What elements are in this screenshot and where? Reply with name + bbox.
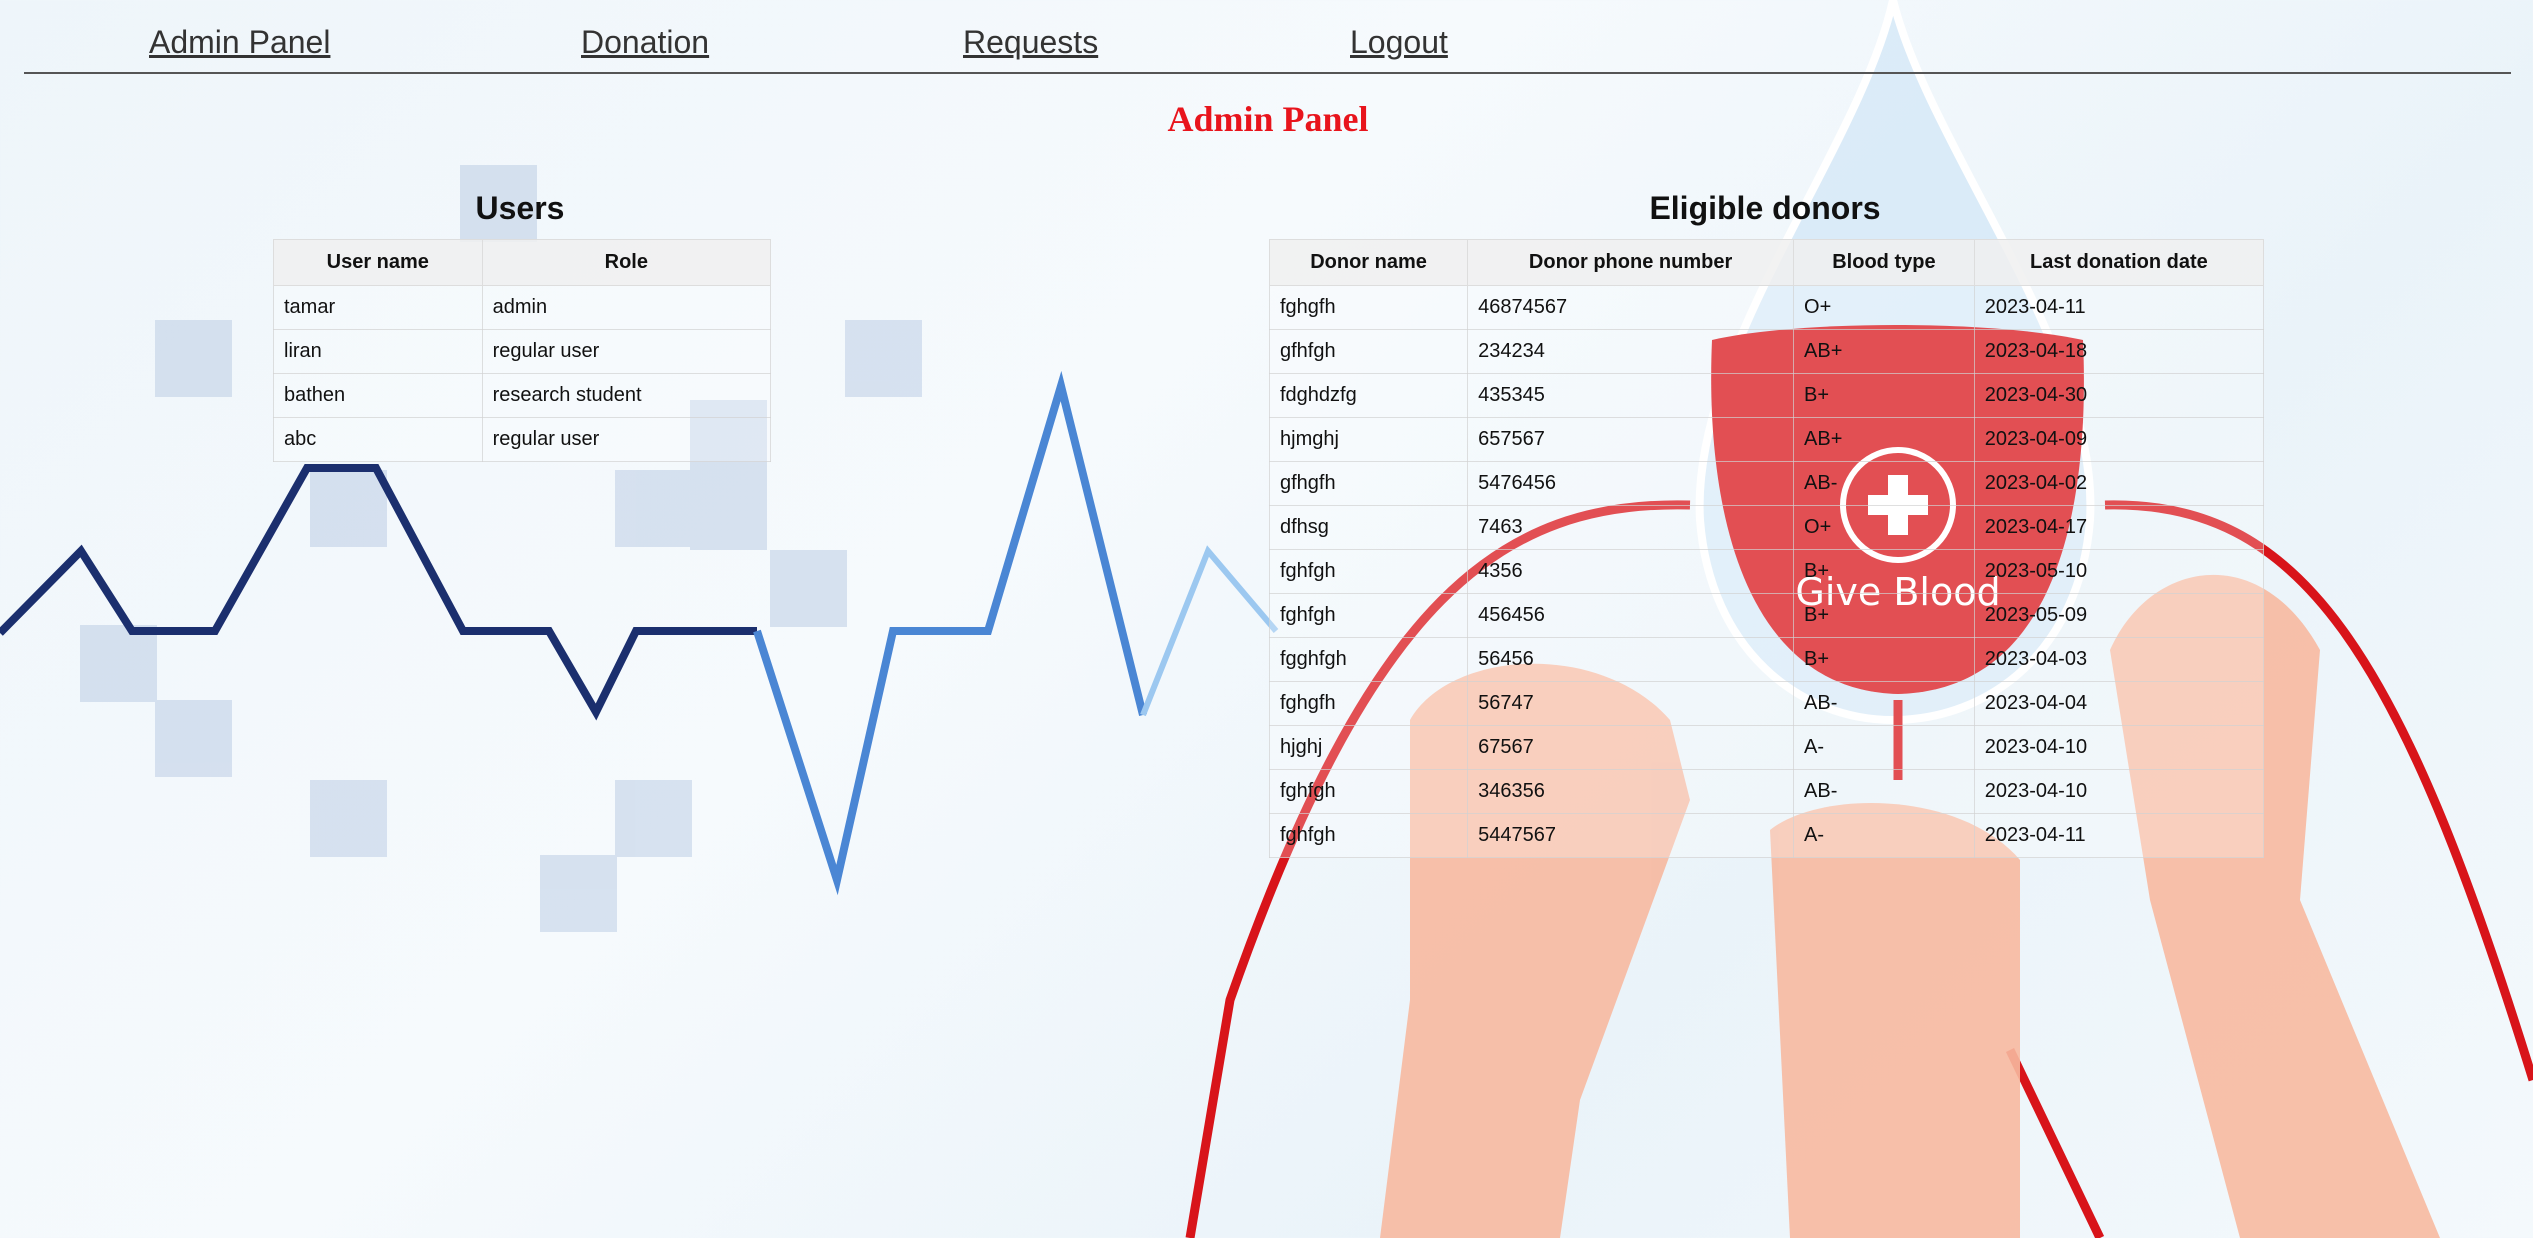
page-title: Admin Panel (1167, 99, 1369, 139)
table-cell: 4356 (1467, 549, 1795, 594)
table-cell: 2023-04-03 (1973, 637, 2265, 682)
table-row: fghfgh 346356 AB- 2023-04-10 (1268, 769, 2265, 814)
table-cell: fghgfh (1268, 285, 1469, 330)
column-header: Last donation date (1973, 239, 2265, 286)
nav-link[interactable]: Logout (1350, 24, 1448, 60)
table-cell: 2023-04-10 (1973, 725, 2265, 770)
table-cell: 2023-04-11 (1973, 813, 2265, 858)
header-row: User name Role (273, 239, 772, 286)
table-cell: 2023-04-04 (1973, 681, 2265, 726)
table-cell: 2023-04-30 (1973, 373, 2265, 418)
table-row: fghgfh 56747 AB- 2023-04-04 (1268, 681, 2265, 726)
nav-divider (24, 72, 2511, 74)
table-row: bathen research student (273, 373, 772, 418)
table-cell: abc (273, 417, 483, 462)
table-cell: 5476456 (1467, 461, 1795, 506)
table-cell: 46874567 (1467, 285, 1795, 330)
table-row: fghfgh 5447567 A- 2023-04-11 (1268, 813, 2265, 858)
table-cell: B+ (1793, 593, 1975, 638)
table-cell: O+ (1793, 285, 1975, 330)
table-cell: gfhgfh (1268, 461, 1469, 506)
table-cell: dfhsg (1268, 505, 1469, 550)
table-row: fdghdzfg 435345 B+ 2023-04-30 (1268, 373, 2265, 418)
table-cell: regular user (481, 417, 772, 462)
column-header: User name (273, 239, 483, 286)
table-cell: A- (1793, 725, 1975, 770)
table-cell: AB- (1793, 769, 1975, 814)
table-cell: fghgfh (1268, 681, 1469, 726)
table-cell: fghfgh (1268, 593, 1469, 638)
table-cell: admin (481, 285, 772, 330)
table-cell: 7463 (1467, 505, 1795, 550)
table-cell: 56747 (1467, 681, 1795, 726)
table-cell: 2023-05-10 (1973, 549, 2265, 594)
table-cell: bathen (273, 373, 483, 418)
users-heading: Users (475, 190, 565, 226)
table-cell: tamar (273, 285, 483, 330)
table-row: dfhsg 7463 O+ 2023-04-17 (1268, 505, 2265, 550)
table-cell: B+ (1793, 373, 1975, 418)
table-row: fghfgh 4356 B+ 2023-05-10 (1268, 549, 2265, 594)
table-row: hjghj 67567 A- 2023-04-10 (1268, 725, 2265, 770)
table-cell: 56456 (1467, 637, 1795, 682)
table-cell: fghfgh (1268, 549, 1469, 594)
column-header: Donor name (1268, 239, 1469, 286)
table-cell: 2023-05-09 (1973, 593, 2265, 638)
table-cell: 67567 (1467, 725, 1795, 770)
column-header: Role (481, 239, 772, 286)
table-cell: hjmghj (1268, 417, 1469, 462)
table-cell: 657567 (1467, 417, 1795, 462)
table-cell: AB+ (1793, 417, 1975, 462)
nav-link[interactable]: Requests (963, 24, 1099, 60)
table-cell: 2023-04-18 (1973, 329, 2265, 374)
table-cell: liran (273, 329, 483, 374)
table-row: hjmghj 657567 AB+ 2023-04-09 (1268, 417, 2265, 462)
table-cell: fghfgh (1268, 769, 1469, 814)
table-row: fghgfh 46874567 O+ 2023-04-11 (1268, 285, 2265, 330)
table-cell: 2023-04-10 (1973, 769, 2265, 814)
table-cell: O+ (1793, 505, 1975, 550)
header-row: Donor name Donor phone number Blood type La… (1268, 239, 2265, 286)
users-table: User name Role tamar admin liran regular user… (273, 239, 772, 462)
nav-link[interactable]: Admin Panel (149, 24, 331, 60)
table-cell: 435345 (1467, 373, 1795, 418)
donors-table: Donor name Donor phone number Blood type La… (1268, 239, 2265, 858)
table-cell: hjghj (1268, 725, 1469, 770)
table-cell: fgghfgh (1268, 637, 1469, 682)
table-cell: 2023-04-11 (1973, 285, 2265, 330)
table-row: tamar admin (273, 285, 772, 330)
table-cell: B+ (1793, 637, 1975, 682)
table-row: abc regular user (273, 417, 772, 462)
table-row: liran regular user (273, 329, 772, 374)
table-cell: 5447567 (1467, 813, 1795, 858)
column-header: Blood type (1793, 239, 1975, 286)
table-row: fghfgh 456456 B+ 2023-05-09 (1268, 593, 2265, 638)
table-cell: 2023-04-09 (1973, 417, 2265, 462)
table-cell: research student (481, 373, 772, 418)
table-row: gfhgfh 5476456 AB- 2023-04-02 (1268, 461, 2265, 506)
table-cell: B+ (1793, 549, 1975, 594)
table-cell: AB- (1793, 681, 1975, 726)
table-cell: 234234 (1467, 329, 1795, 374)
table-row: gfhfgh 234234 AB+ 2023-04-18 (1268, 329, 2265, 374)
table-cell: 2023-04-17 (1973, 505, 2265, 550)
donors-heading: Eligible donors (1649, 190, 1881, 226)
table-cell: 346356 (1467, 769, 1795, 814)
table-cell: AB+ (1793, 329, 1975, 374)
table-cell: A- (1793, 813, 1975, 858)
column-header: Donor phone number (1467, 239, 1795, 286)
table-cell: 2023-04-02 (1973, 461, 2265, 506)
table-row: fgghfgh 56456 B+ 2023-04-03 (1268, 637, 2265, 682)
table-cell: gfhfgh (1268, 329, 1469, 374)
table-cell: fdghdzfg (1268, 373, 1469, 418)
table-cell: 456456 (1467, 593, 1795, 638)
table-cell: fghfgh (1268, 813, 1469, 858)
nav-link[interactable]: Donation (581, 24, 710, 60)
table-cell: regular user (481, 329, 772, 374)
table-cell: AB- (1793, 461, 1975, 506)
